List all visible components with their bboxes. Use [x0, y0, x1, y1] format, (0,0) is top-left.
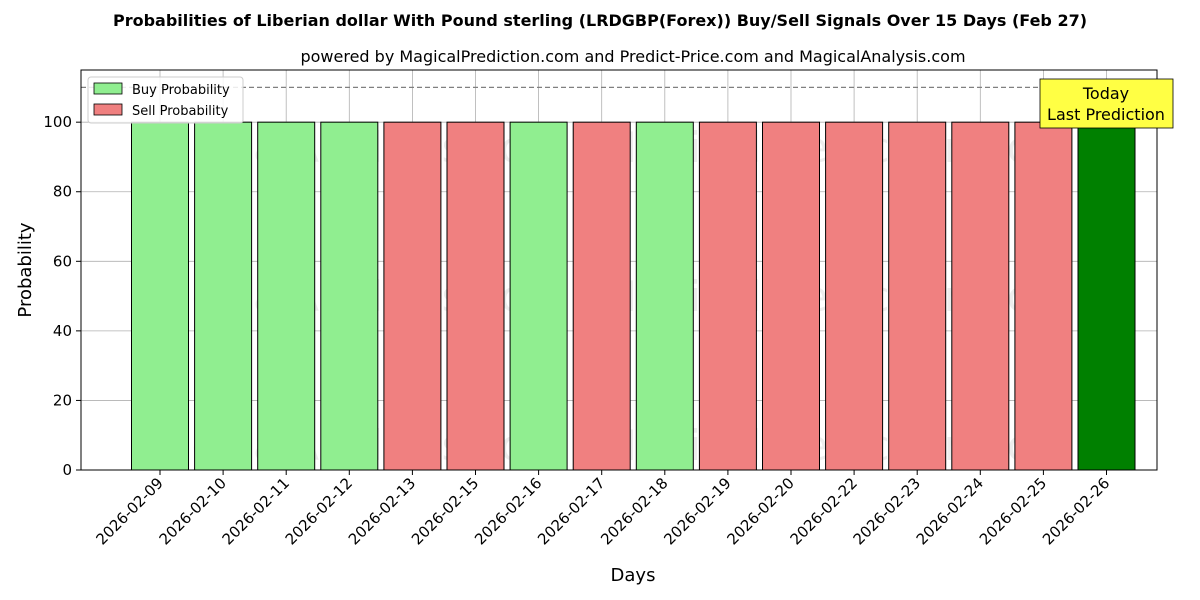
x-axis-label: Days — [611, 565, 656, 586]
today-annotation-line2: Last Prediction — [1047, 105, 1165, 124]
bars — [131, 121, 1136, 471]
today-annotation-box — [1039, 78, 1174, 129]
x-tick-label: 2026-02-20 — [723, 474, 797, 548]
bar-2026-02-16 — [509, 121, 568, 471]
y-tick-label: 0 — [62, 461, 72, 479]
chart-title: Probabilities of Liberian dollar With Po… — [113, 11, 1087, 30]
y-tick-label: 80 — [53, 183, 72, 201]
bar-2026-02-19 — [698, 121, 757, 471]
legend-box — [87, 76, 244, 124]
bar-2026-02-09 — [131, 121, 189, 471]
x-tick-label: 2026-02-12 — [282, 474, 356, 548]
bar-2026-02-26 — [1077, 121, 1136, 471]
y-tick-label: 20 — [53, 391, 72, 409]
x-tick-label: 2026-02-23 — [850, 474, 924, 548]
bar-2026-02-15 — [446, 121, 505, 471]
y-axis-ticks: 0 20 40 60 80 100 — [43, 113, 81, 479]
x-tick-label: 2026-02-18 — [597, 474, 671, 548]
legend-sell-swatch — [93, 103, 123, 116]
bar-2026-02-22 — [825, 121, 884, 471]
bar-2026-02-25 — [1014, 121, 1073, 471]
y-axis-label: Probability — [15, 222, 36, 317]
x-tick-label: 2026-02-22 — [787, 474, 861, 548]
x-axis-ticks: 2026-02-092026-02-102026-02-112026-02-12… — [92, 470, 1113, 548]
legend-sell-label: Sell Probability — [132, 104, 229, 119]
x-tick-label: 2026-02-09 — [92, 474, 166, 548]
x-tick-label: 2026-02-11 — [219, 474, 293, 548]
bar-2026-02-17 — [572, 121, 631, 471]
x-tick-label: 2026-02-13 — [345, 474, 419, 548]
x-tick-label: 2026-02-17 — [534, 474, 608, 548]
bar-2026-02-23 — [888, 121, 947, 471]
bar-2026-02-12 — [320, 121, 379, 471]
x-tick-label: 2026-02-25 — [976, 474, 1050, 548]
x-tick-label: 2026-02-10 — [156, 474, 230, 548]
plot-frame — [80, 69, 1158, 471]
x-tick-label: 2026-02-15 — [408, 474, 482, 548]
bar-2026-02-20 — [762, 121, 820, 471]
x-tick-label: 2026-02-26 — [1039, 474, 1113, 548]
bar-2026-02-24 — [951, 121, 1010, 471]
legend-buy-label: Buy Probability — [132, 83, 230, 98]
y-tick-label: 40 — [53, 322, 72, 340]
bar-2026-02-13 — [383, 121, 442, 471]
x-tick-label: 2026-02-16 — [471, 474, 545, 548]
y-tick-label: 60 — [53, 252, 72, 270]
bar-2026-02-18 — [635, 121, 694, 471]
chart-subtitle: powered by MagicalPrediction.com and Pre… — [300, 47, 965, 66]
bar-2026-02-10 — [194, 121, 253, 471]
x-tick-label: 2026-02-19 — [660, 474, 734, 548]
legend-buy-swatch — [93, 82, 123, 95]
bar-2026-02-11 — [257, 121, 316, 471]
y-tick-label: 100 — [43, 113, 72, 131]
today-annotation-line1: Today — [1082, 84, 1129, 103]
x-tick-label: 2026-02-24 — [913, 474, 987, 548]
legend: Buy Probability Sell Probability — [87, 76, 244, 124]
today-annotation: Today Last Prediction — [1039, 78, 1174, 129]
